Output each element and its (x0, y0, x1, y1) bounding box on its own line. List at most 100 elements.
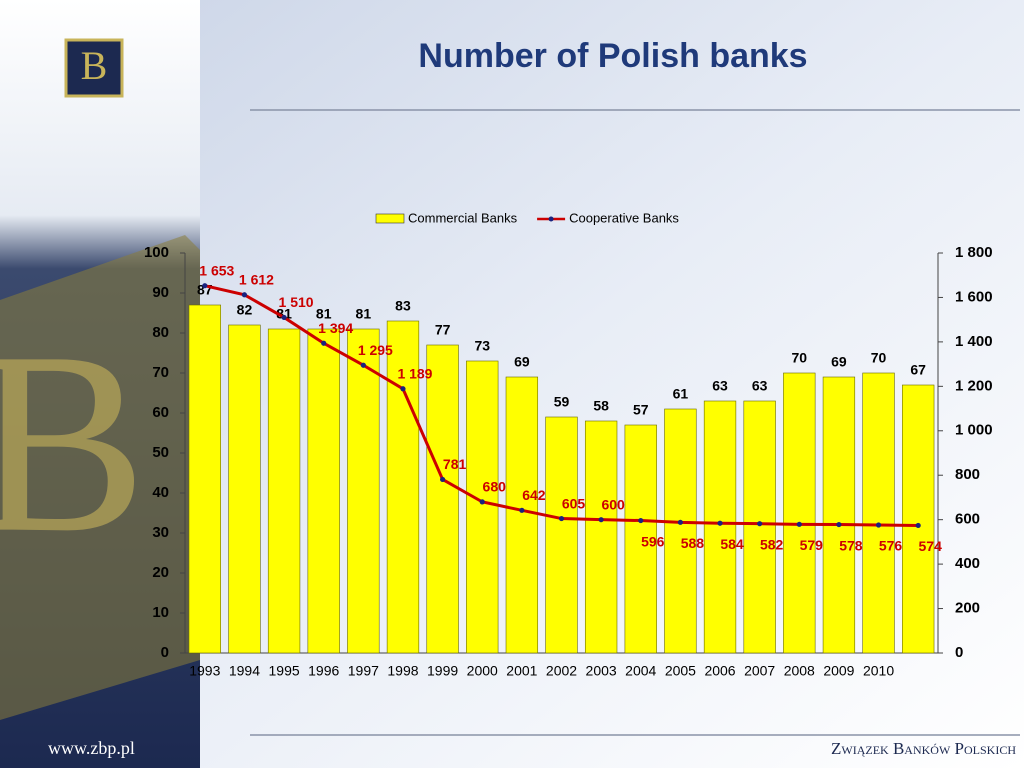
line-value-label: 1 653 (199, 262, 234, 278)
bar (347, 328, 380, 654)
x-tick-label: 1998 (387, 663, 418, 679)
line-value-label: 1 189 (397, 365, 432, 381)
legend-swatch (375, 213, 405, 224)
y-tick-label: 50 (152, 444, 169, 461)
x-tick-label: 2003 (586, 663, 617, 679)
line-value-label: 579 (800, 537, 824, 553)
line-marker (915, 522, 921, 529)
bar-value-label: 81 (276, 306, 292, 322)
side-decoration (0, 235, 200, 720)
bar (902, 384, 935, 654)
line-marker (241, 292, 248, 298)
y2-tick-label: 400 (955, 555, 980, 572)
x-tick-label: 1993 (189, 663, 220, 679)
line-marker (638, 517, 644, 524)
x-tick-label: 2010 (863, 663, 894, 679)
y-tick-label: 0 (161, 644, 169, 661)
x-tick-label: 1997 (348, 663, 379, 679)
bar-value-label: 61 (673, 386, 689, 402)
line-marker (598, 517, 604, 523)
y2-tick-label: 600 (955, 511, 980, 528)
x-tick-label: 2004 (625, 663, 656, 679)
logo (64, 38, 124, 98)
line-value-label: 642 (522, 487, 546, 503)
y-tick-label: 10 (152, 604, 169, 621)
bar-value-label: 59 (554, 394, 570, 410)
bar-value-label: 70 (792, 350, 808, 366)
footer-org: Związek Banków Polskich (831, 739, 1016, 758)
y2-tick-label: 1 200 (955, 377, 993, 394)
bar (624, 424, 657, 654)
line-marker (360, 362, 366, 368)
y-tick-label: 30 (152, 524, 169, 541)
y2-tick-label: 200 (955, 600, 980, 617)
x-tick-label: 1996 (308, 663, 339, 679)
bar-value-label: 83 (395, 298, 411, 314)
line-value-label: 1 612 (239, 271, 274, 287)
bar-value-label: 81 (316, 306, 332, 322)
y-tick-label: 70 (152, 364, 169, 381)
line-marker (202, 283, 208, 289)
line-value-label: 576 (879, 538, 903, 554)
bar (703, 400, 737, 654)
logo-monogram: B (81, 43, 108, 88)
line-value-label: 588 (681, 535, 705, 551)
bar-value-label: 67 (910, 362, 926, 378)
bar-value-label: 73 (474, 338, 490, 354)
bar (664, 408, 697, 654)
line-value-label: 680 (483, 479, 507, 495)
x-tick-label: 2001 (506, 663, 537, 679)
y2-tick-label: 0 (955, 644, 963, 661)
line-marker (558, 515, 565, 522)
side-monogram: B (0, 299, 147, 587)
bar-value-label: 58 (593, 398, 609, 414)
bar (466, 360, 499, 654)
bar (505, 376, 539, 654)
y-tick-label: 80 (152, 324, 169, 341)
bar-value-label: 81 (356, 306, 372, 322)
line-marker (519, 507, 525, 513)
line-value-label: 600 (601, 496, 625, 512)
legend-marker (548, 216, 554, 222)
bar-value-label: 63 (752, 378, 768, 394)
line-value-label: 1 394 (318, 320, 353, 336)
x-tick-label: 2009 (823, 663, 854, 679)
legend-label: Commercial Banks (408, 210, 518, 225)
line-value-label: 781 (443, 456, 467, 472)
footer-url: www.zbp.pl (48, 738, 135, 758)
y-tick-label: 40 (152, 484, 169, 501)
bar (307, 328, 340, 654)
line-marker (281, 314, 287, 321)
y2-tick-label: 800 (955, 466, 980, 483)
bar (188, 304, 221, 654)
line-value-label: 578 (839, 537, 863, 553)
x-tick-label: 2005 (665, 663, 696, 679)
line-value-label: 1 510 (279, 294, 314, 310)
bar-value-label: 82 (237, 302, 253, 318)
bar (386, 320, 420, 654)
x-tick-label: 2006 (704, 663, 735, 679)
line-marker (321, 340, 327, 346)
line-marker (677, 519, 683, 525)
bar (584, 420, 618, 654)
bar-value-label: 77 (435, 322, 451, 338)
x-tick-label: 1994 (229, 663, 260, 679)
line-value-label: 582 (760, 536, 784, 552)
y-tick-label: 90 (152, 284, 169, 301)
chart-title: Number of Polish banks (418, 37, 807, 75)
y2-tick-label: 1 600 (955, 288, 993, 305)
bar-value-label: 69 (514, 354, 530, 370)
bar-value-label: 63 (712, 378, 728, 394)
bar (862, 372, 895, 654)
legend-label: Cooperative Banks (569, 210, 679, 225)
bar (426, 344, 459, 654)
bar-value-label: 57 (633, 402, 649, 418)
bar (545, 416, 578, 654)
line-marker (757, 521, 763, 527)
bar (228, 324, 261, 654)
line-marker (836, 521, 842, 528)
x-tick-label: 1999 (427, 663, 458, 679)
line-marker (717, 520, 723, 526)
y-tick-label: 20 (152, 564, 169, 581)
